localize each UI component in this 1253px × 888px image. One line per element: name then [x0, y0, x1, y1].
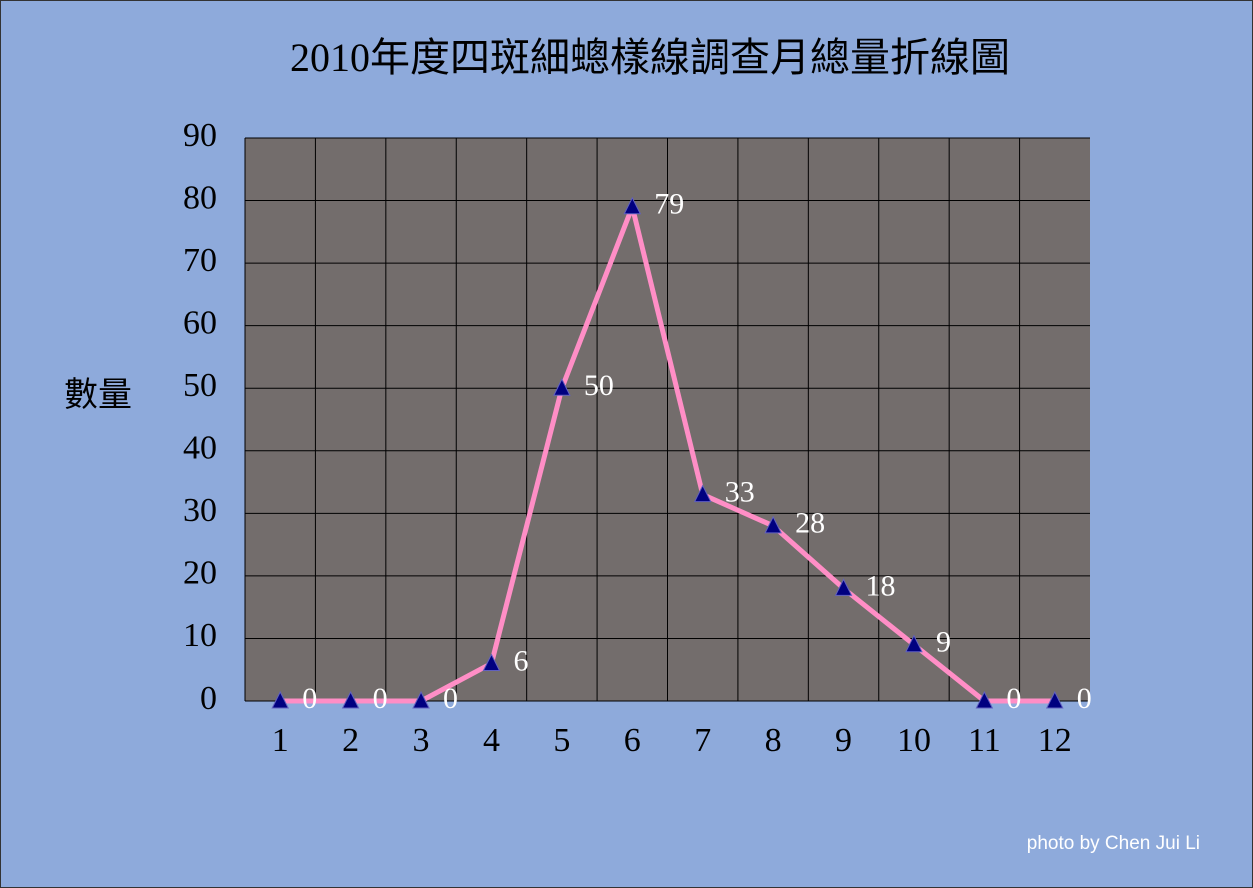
marker — [834, 578, 853, 596]
x-tick-label: 3 — [413, 722, 430, 759]
marker — [693, 484, 712, 503]
y-tick-label: 90 — [183, 117, 217, 154]
y-tick-label: 0 — [200, 680, 217, 717]
x-tick-label: 12 — [1038, 722, 1072, 759]
x-tick-label: 1 — [272, 722, 289, 759]
y-tick-label: 80 — [183, 179, 217, 216]
chart-title: 2010年度四斑細蟌樣線調查月總量折線圖 — [290, 35, 1010, 80]
x-tick-label: 11 — [968, 722, 1001, 759]
data-label: 33 — [725, 475, 755, 508]
data-label: 0 — [443, 682, 458, 715]
data-label: 79 — [654, 188, 684, 221]
data-label: 9 — [936, 626, 951, 659]
y-tick-label: 30 — [183, 492, 217, 529]
marker — [905, 634, 923, 653]
credit: photo by Chen Jui Li — [1027, 833, 1200, 854]
data-label: 0 — [302, 682, 317, 715]
x-tick-label: 5 — [553, 722, 570, 759]
data-label: 0 — [1006, 682, 1021, 715]
x-tick-label: 9 — [835, 722, 852, 759]
data-label: 6 — [513, 644, 528, 677]
y-tick-label: 60 — [183, 304, 217, 341]
marker — [553, 378, 571, 396]
data-label: 18 — [866, 569, 896, 602]
marker — [1045, 690, 1064, 709]
data-line — [280, 204, 1055, 704]
y-tick-label: 50 — [183, 367, 217, 404]
y-tick-label: 40 — [183, 430, 217, 467]
x-tick-label: 2 — [342, 722, 359, 759]
marker — [975, 690, 994, 709]
data-label: 0 — [373, 682, 388, 715]
x-tick-label: 8 — [765, 722, 782, 759]
x-tick-label: 4 — [483, 722, 500, 759]
y-tick-label: 20 — [183, 555, 217, 592]
marker — [412, 690, 430, 709]
data-label: 0 — [1077, 682, 1092, 715]
marker — [764, 515, 782, 534]
x-tick-label: 6 — [624, 722, 641, 759]
marker — [482, 653, 501, 671]
marker — [271, 690, 290, 709]
marker — [341, 690, 360, 709]
data-label: 50 — [584, 369, 614, 402]
x-tick-label: 7 — [694, 722, 711, 759]
y-tick-label: 70 — [183, 242, 217, 279]
data-label: 28 — [795, 507, 825, 540]
x-tick-label: 10 — [897, 722, 931, 759]
y-axis-label: 數量 — [64, 376, 132, 414]
marker — [623, 196, 642, 215]
y-tick-label: 10 — [183, 617, 217, 654]
